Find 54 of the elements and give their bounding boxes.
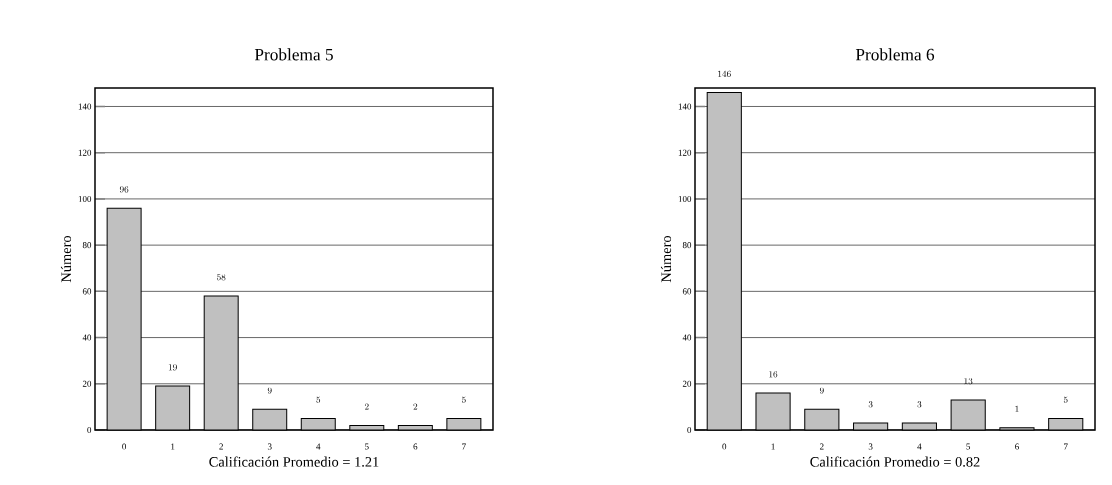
x-tick-label: 2 bbox=[819, 443, 824, 450]
y-tick-label: 0 bbox=[687, 426, 692, 434]
data-label: 2 bbox=[413, 403, 418, 410]
data-label: 9 bbox=[267, 387, 272, 394]
data-label: 1 bbox=[1015, 405, 1019, 412]
y-tick-label: 40 bbox=[82, 334, 92, 341]
data-label: 19 bbox=[168, 364, 177, 371]
data-label: 13 bbox=[964, 378, 973, 385]
y-axis-title: Número bbox=[60, 235, 72, 283]
x-tick-label: 3 bbox=[868, 443, 873, 450]
y-tick-label: 40 bbox=[682, 334, 692, 341]
chart-title: Problema 6 bbox=[855, 48, 935, 61]
data-label: 16 bbox=[769, 371, 778, 378]
x-tick-label: 5 bbox=[365, 443, 369, 450]
x-tick-label: 3 bbox=[267, 443, 272, 450]
y-tick-label: 0 bbox=[87, 426, 92, 434]
y-tick-label: 100 bbox=[678, 195, 692, 202]
y-tick-label: 20 bbox=[82, 380, 92, 387]
data-label: 3 bbox=[868, 401, 873, 408]
data-label: 96 bbox=[119, 186, 129, 193]
x-tick-label: 1 bbox=[771, 443, 775, 450]
y-tick-label: 140 bbox=[678, 103, 692, 110]
x-tick-label: 4 bbox=[316, 443, 321, 450]
data-label: 9 bbox=[819, 387, 824, 394]
x-tick-label: 6 bbox=[1015, 443, 1019, 450]
y-tick-label: 140 bbox=[78, 103, 92, 110]
data-label: 5 bbox=[462, 396, 466, 403]
x-tick-label: 2 bbox=[219, 443, 223, 450]
chart-title: Problema 5 bbox=[254, 48, 333, 61]
x-tick-label: 1 bbox=[171, 443, 175, 450]
y-tick-label: 20 bbox=[682, 380, 692, 387]
x-tick-label: 4 bbox=[917, 443, 922, 450]
y-tick-label: 100 bbox=[78, 195, 92, 202]
data-label: 2 bbox=[364, 403, 369, 410]
x-tick-label: 7 bbox=[462, 443, 466, 450]
data-label: 5 bbox=[1063, 396, 1068, 403]
data-label: 146 bbox=[718, 70, 731, 77]
y-axis-title: Número bbox=[660, 235, 672, 283]
data-label: 5 bbox=[316, 396, 321, 403]
y-tick-label: 120 bbox=[78, 149, 92, 156]
y-tick-label: 80 bbox=[682, 242, 692, 249]
x-tick-label: 6 bbox=[413, 443, 418, 450]
data-label: 58 bbox=[217, 274, 226, 281]
x-tick-label: 0 bbox=[122, 443, 127, 450]
y-tick-label: 80 bbox=[82, 242, 92, 249]
x-tick-label: 0 bbox=[722, 443, 727, 450]
data-label: 3 bbox=[917, 401, 922, 408]
x-tick-label: 7 bbox=[1064, 443, 1068, 450]
x-axis-title: Calificación Promedio = 0.82 bbox=[810, 456, 980, 467]
x-axis-title: Calificación Promedio = 1.21 bbox=[209, 456, 379, 467]
y-tick-label: 120 bbox=[678, 149, 692, 156]
x-tick-label: 5 bbox=[966, 443, 971, 450]
y-tick-label: 60 bbox=[682, 288, 692, 295]
y-tick-label: 60 bbox=[82, 288, 92, 295]
